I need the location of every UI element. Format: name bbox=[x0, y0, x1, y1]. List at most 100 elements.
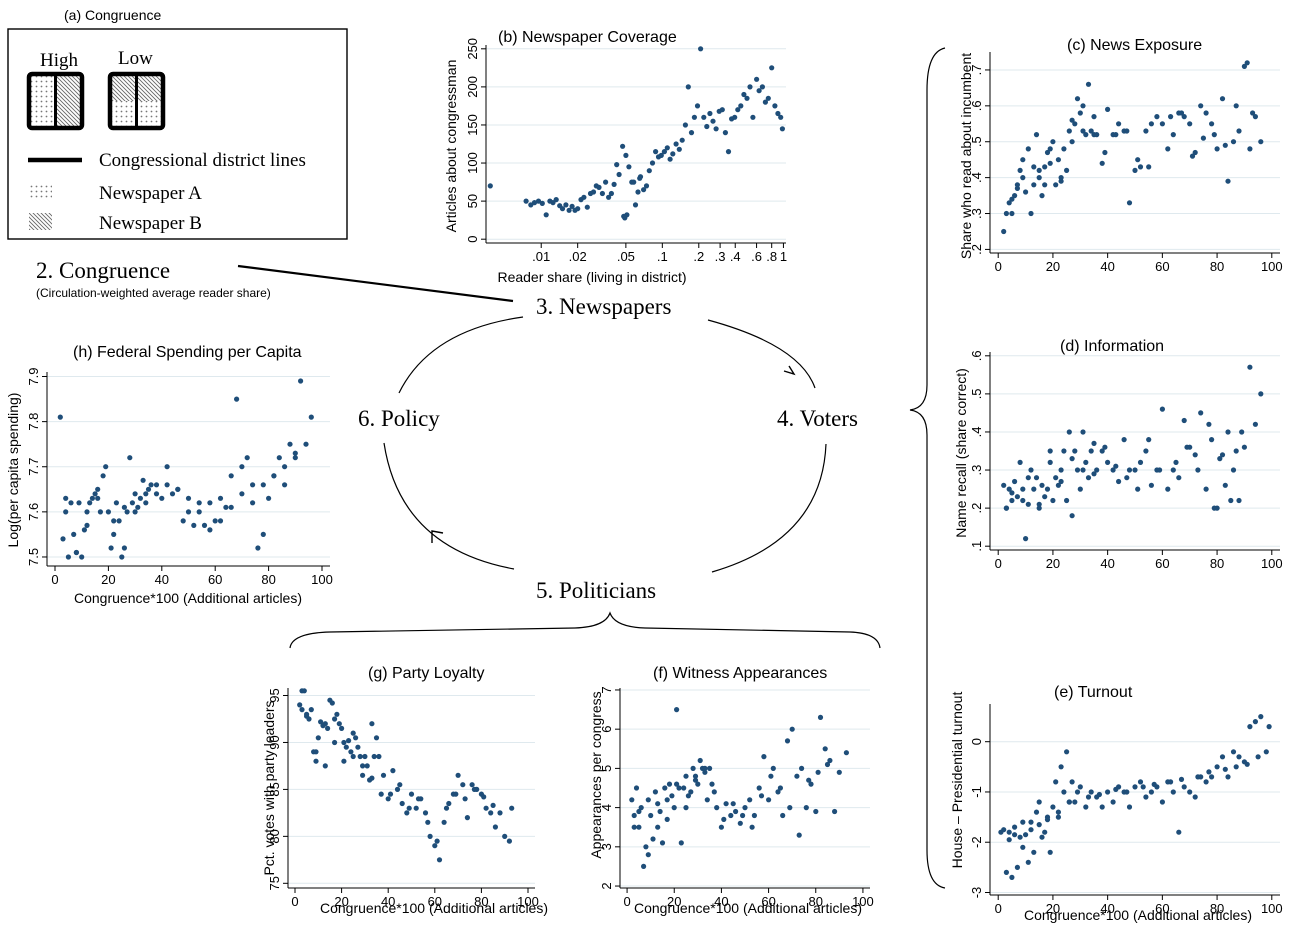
data-point bbox=[196, 509, 202, 515]
data-point bbox=[95, 495, 101, 501]
data-point bbox=[744, 95, 750, 101]
data-point bbox=[1217, 456, 1223, 462]
data-point bbox=[1222, 766, 1228, 772]
y-axis-label: Log(per capita spending) bbox=[5, 393, 21, 548]
data-point bbox=[714, 805, 720, 811]
data-point bbox=[670, 151, 676, 157]
data-point bbox=[1137, 164, 1144, 170]
data-point bbox=[1003, 505, 1010, 511]
data-point bbox=[1209, 437, 1215, 443]
data-point bbox=[334, 711, 340, 717]
data-point bbox=[1225, 774, 1231, 780]
flow-policy-label: 6. Policy bbox=[358, 406, 440, 431]
data-point bbox=[397, 782, 403, 788]
data-point bbox=[721, 816, 727, 823]
data-point bbox=[707, 110, 713, 117]
data-point bbox=[1014, 864, 1021, 871]
y-tick-label: 250 bbox=[465, 38, 480, 60]
data-point bbox=[742, 805, 748, 811]
data-point bbox=[1012, 832, 1018, 838]
y-tick-label: .6 bbox=[969, 350, 984, 361]
data-point bbox=[631, 812, 637, 819]
data-point bbox=[611, 181, 617, 187]
chart-f-witness-appearances: (f) Witness Appearances Congruence*100 (… bbox=[588, 665, 874, 916]
data-point bbox=[701, 114, 707, 120]
data-point bbox=[1192, 452, 1198, 458]
data-point bbox=[655, 824, 661, 830]
data-point bbox=[822, 746, 828, 752]
congruence-arrow-line bbox=[237, 264, 514, 303]
x-tick-label: .4 bbox=[730, 249, 741, 264]
data-point bbox=[1252, 421, 1258, 427]
y-tick-label: -1 bbox=[969, 786, 984, 798]
data-point bbox=[1203, 779, 1209, 785]
data-point bbox=[657, 808, 663, 815]
x-tick-label: 100 bbox=[311, 572, 333, 587]
data-point bbox=[228, 473, 234, 479]
data-point bbox=[674, 781, 680, 787]
data-point bbox=[1159, 121, 1165, 127]
y-tick-label: .2 bbox=[969, 503, 984, 514]
y-tick-label: .3 bbox=[969, 208, 984, 219]
data-point bbox=[1148, 482, 1154, 488]
data-point bbox=[1042, 494, 1048, 500]
data-point bbox=[1176, 829, 1182, 835]
data-point bbox=[346, 738, 352, 744]
data-point bbox=[89, 495, 95, 501]
data-point bbox=[1080, 429, 1086, 435]
data-point bbox=[1168, 779, 1174, 785]
data-point bbox=[1189, 153, 1196, 159]
data-point bbox=[1247, 724, 1253, 730]
data-point bbox=[1014, 182, 1021, 188]
data-point bbox=[464, 815, 470, 821]
data-point bbox=[1012, 478, 1018, 485]
data-point bbox=[84, 509, 90, 515]
data-point bbox=[1126, 804, 1133, 810]
data-point bbox=[685, 84, 691, 90]
data-point bbox=[271, 473, 277, 479]
data-point bbox=[105, 509, 111, 515]
data-point bbox=[765, 95, 771, 101]
data-point bbox=[159, 495, 165, 501]
data-point bbox=[777, 785, 784, 791]
data-point bbox=[322, 721, 328, 727]
data-point bbox=[575, 206, 581, 212]
data-point bbox=[770, 765, 776, 772]
data-point bbox=[1072, 448, 1078, 454]
data-point bbox=[641, 187, 647, 193]
data-point bbox=[175, 486, 181, 492]
y-axis-label: Articles about congressman bbox=[443, 60, 459, 233]
data-point bbox=[655, 801, 661, 807]
data-point bbox=[1069, 513, 1075, 519]
data-point bbox=[1055, 157, 1061, 163]
data-point bbox=[768, 773, 774, 779]
data-point bbox=[509, 805, 515, 811]
y-tick-label: 50 bbox=[465, 194, 480, 208]
data-point bbox=[1247, 146, 1253, 152]
data-point bbox=[287, 441, 293, 447]
x-tick-label: 40 bbox=[1100, 556, 1114, 571]
data-point bbox=[1083, 804, 1089, 810]
data-point bbox=[441, 819, 447, 825]
data-point bbox=[164, 482, 170, 488]
data-point bbox=[710, 118, 716, 124]
data-point bbox=[1009, 497, 1015, 504]
data-point bbox=[223, 504, 229, 510]
data-point bbox=[747, 84, 753, 90]
data-point bbox=[1091, 440, 1097, 446]
data-point bbox=[292, 455, 298, 461]
x-tick-label: 1 bbox=[780, 249, 787, 264]
data-point bbox=[1170, 467, 1176, 473]
y-tick-label: 85 bbox=[267, 782, 282, 796]
data-point bbox=[1033, 809, 1040, 815]
data-point bbox=[1258, 139, 1264, 145]
chart-title: (g) Party Loyalty bbox=[368, 665, 484, 682]
chart-title: (e) Turnout bbox=[1054, 684, 1133, 701]
data-point bbox=[679, 137, 685, 143]
data-point bbox=[1064, 749, 1070, 755]
data-point bbox=[681, 785, 687, 791]
data-point bbox=[1066, 799, 1072, 805]
data-point bbox=[1187, 121, 1193, 127]
data-point bbox=[353, 735, 359, 741]
data-point bbox=[1039, 193, 1045, 199]
